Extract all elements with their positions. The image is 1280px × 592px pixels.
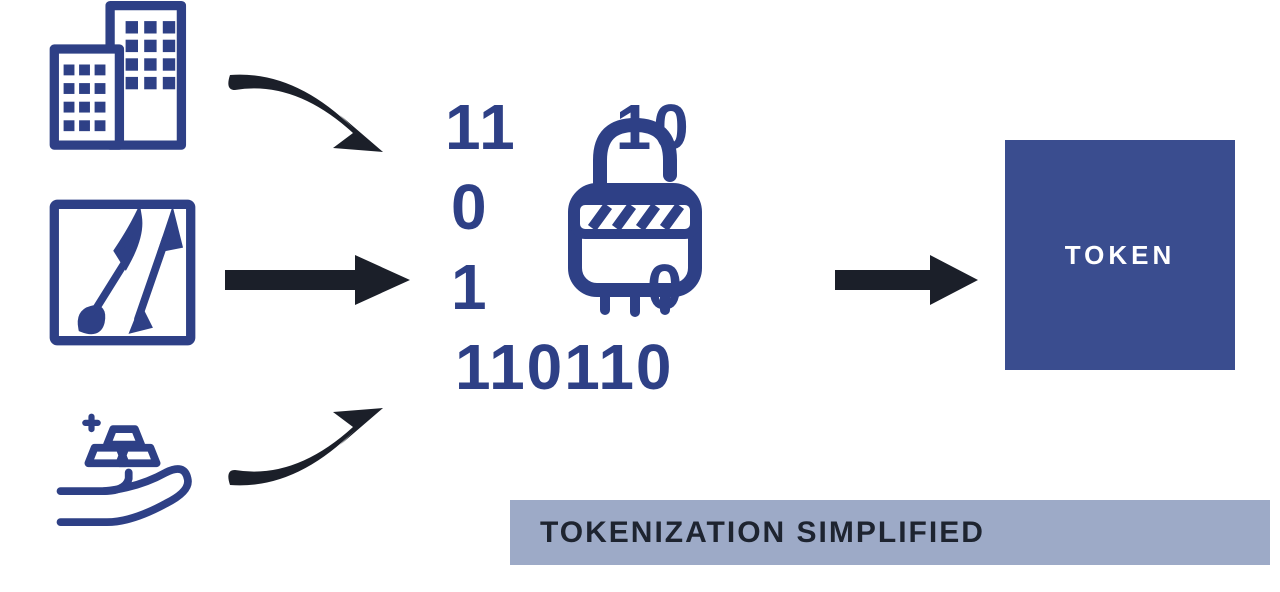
arrow-right-icon	[830, 250, 980, 310]
arrow-curve-down-icon	[215, 60, 415, 180]
binary-row: 110110	[455, 330, 674, 404]
brush-pencil-icon	[45, 195, 200, 350]
infographic-canvas: 11 10 0 1 1 0 110110	[0, 0, 1280, 592]
arrow-right-icon	[215, 250, 415, 310]
hand-gold-icon	[45, 395, 200, 550]
token-box: TOKEN	[1005, 140, 1235, 370]
caption-bar: TOKENIZATION SIMPLIFIED	[510, 500, 1270, 565]
padlock-striped-icon	[550, 110, 720, 320]
caption-text: TOKENIZATION SIMPLIFIED	[540, 516, 985, 550]
encryption-cipher: 11 10 0 1 1 0 110110	[435, 90, 835, 400]
buildings-icon	[45, 0, 200, 160]
token-label: TOKEN	[1065, 240, 1176, 271]
arrow-curve-up-icon	[215, 380, 415, 500]
